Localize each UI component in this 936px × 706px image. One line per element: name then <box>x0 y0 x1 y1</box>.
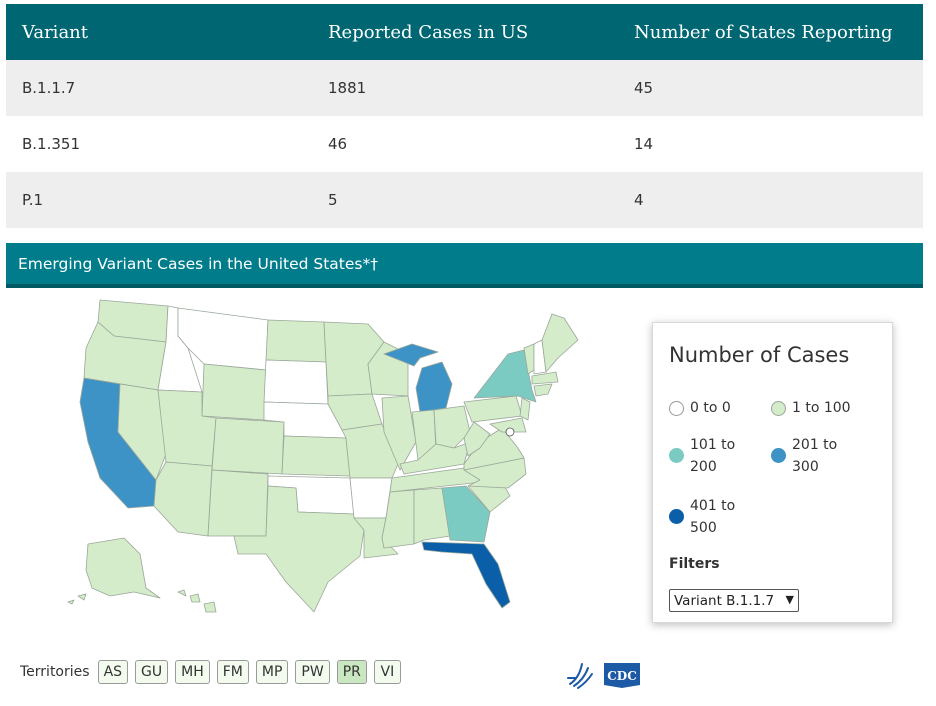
us-map <box>67 299 579 613</box>
state-kentucky[interactable] <box>399 441 471 475</box>
state-maryland-delaware[interactable] <box>489 417 527 433</box>
state-alaska[interactable] <box>85 537 161 599</box>
cell-cases: 1881 <box>328 79 367 97</box>
cell-cases: 5 <box>328 191 338 209</box>
legend-item-0-to-0: 0 to 0 <box>669 397 731 419</box>
legend-swatch <box>771 448 786 463</box>
cell-states: 14 <box>634 135 654 153</box>
state-texas[interactable] <box>233 485 365 613</box>
footer-logos: CDC <box>566 660 642 690</box>
header-variant: Variant <box>22 21 88 43</box>
variant-filter-select[interactable]: Variant B.1.1.7 ▼ <box>669 589 799 612</box>
map-title: Emerging Variant Cases in the United Sta… <box>18 254 378 273</box>
dc-marker[interactable] <box>505 427 515 437</box>
cell-cases: 46 <box>328 135 348 153</box>
legend-label: 401 to 500 <box>690 498 736 536</box>
cell-variant: P.1 <box>22 191 44 209</box>
territory-as-button[interactable]: AS <box>97 660 129 684</box>
territory-gu-button[interactable]: GU <box>135 660 169 684</box>
legend-swatch <box>771 401 786 416</box>
state-nevada[interactable] <box>117 383 167 481</box>
legend-item-401-to-500: 401 to 500 <box>669 495 749 539</box>
header-states-reporting: Number of States Reporting <box>634 21 893 43</box>
state-maine[interactable] <box>541 313 579 373</box>
table-row: B.1.1.7 1881 45 <box>6 60 923 116</box>
territory-fm-button[interactable]: FM <box>216 660 249 684</box>
state-new-mexico[interactable] <box>207 469 269 537</box>
header-reported-cases: Reported Cases in US <box>328 21 529 43</box>
territory-mp-button[interactable]: MP <box>255 660 289 684</box>
state-south-dakota[interactable] <box>263 359 329 405</box>
state-kansas[interactable] <box>281 435 351 477</box>
filters-label: Filters <box>669 556 720 572</box>
territory-pw-button[interactable]: PW <box>295 660 330 684</box>
table-row: B.1.351 46 14 <box>6 116 923 172</box>
legend-label: 1 to 100 <box>792 400 851 416</box>
territories-label: Territories <box>20 664 90 680</box>
legend-title: Number of Cases <box>669 343 850 367</box>
state-massachusetts[interactable] <box>531 371 559 385</box>
legend-swatch <box>669 448 684 463</box>
map-section-header: Emerging Variant Cases in the United Sta… <box>6 243 923 288</box>
legend-item-1-to-100: 1 to 100 <box>771 397 851 419</box>
state-west-virginia[interactable] <box>463 421 491 457</box>
cell-states: 4 <box>634 191 644 209</box>
state-ohio[interactable] <box>433 405 471 449</box>
alaska-islands <box>67 593 87 605</box>
table-header-row: Variant Reported Cases in US Number of S… <box>6 4 923 60</box>
legend-label: 101 to 200 <box>690 437 736 475</box>
state-hawaii[interactable] <box>177 589 217 613</box>
legend-label: 0 to 0 <box>690 400 731 416</box>
legend-label: 201 to 300 <box>792 437 838 475</box>
state-wyoming[interactable] <box>201 363 267 421</box>
state-georgia[interactable] <box>441 485 491 543</box>
filter-selected-value: Variant B.1.1.7 <box>674 592 775 609</box>
cell-variant: B.1.1.7 <box>22 79 76 97</box>
territory-mh-button[interactable]: MH <box>175 660 210 684</box>
state-arkansas[interactable] <box>349 477 393 519</box>
state-colorado[interactable] <box>211 417 285 475</box>
cell-states: 45 <box>634 79 654 97</box>
legend-swatch <box>669 509 684 524</box>
state-north-dakota[interactable] <box>265 319 327 363</box>
territory-vi-button[interactable]: VI <box>373 660 401 684</box>
cdc-logo-text: CDC <box>607 669 637 683</box>
legend-item-101-to-200: 101 to 200 <box>669 434 749 478</box>
territories-bar: Territories AS GU MH FM MP PW PR VI <box>20 660 408 684</box>
variants-table: Variant Reported Cases in US Number of S… <box>6 4 923 228</box>
legend-swatch <box>669 401 684 416</box>
territory-pr-button[interactable]: PR <box>336 660 367 684</box>
map-legend: Number of Cases 0 to 0 1 to 100 101 to 2… <box>652 322 893 623</box>
cdc-logo: CDC <box>604 663 640 688</box>
state-connecticut-ri[interactable] <box>533 383 553 397</box>
state-arizona[interactable] <box>153 461 213 537</box>
state-pennsylvania[interactable] <box>463 395 523 423</box>
legend-item-201-to-300: 201 to 300 <box>771 434 851 478</box>
hhs-eagle-icon <box>567 663 593 689</box>
cell-variant: B.1.351 <box>22 135 81 153</box>
chevron-down-icon: ▼ <box>785 593 794 606</box>
state-new-jersey[interactable] <box>519 397 531 421</box>
state-illinois[interactable] <box>381 395 417 471</box>
state-alabama[interactable] <box>413 487 451 545</box>
table-row: P.1 5 4 <box>6 172 923 228</box>
state-florida[interactable] <box>421 541 511 609</box>
